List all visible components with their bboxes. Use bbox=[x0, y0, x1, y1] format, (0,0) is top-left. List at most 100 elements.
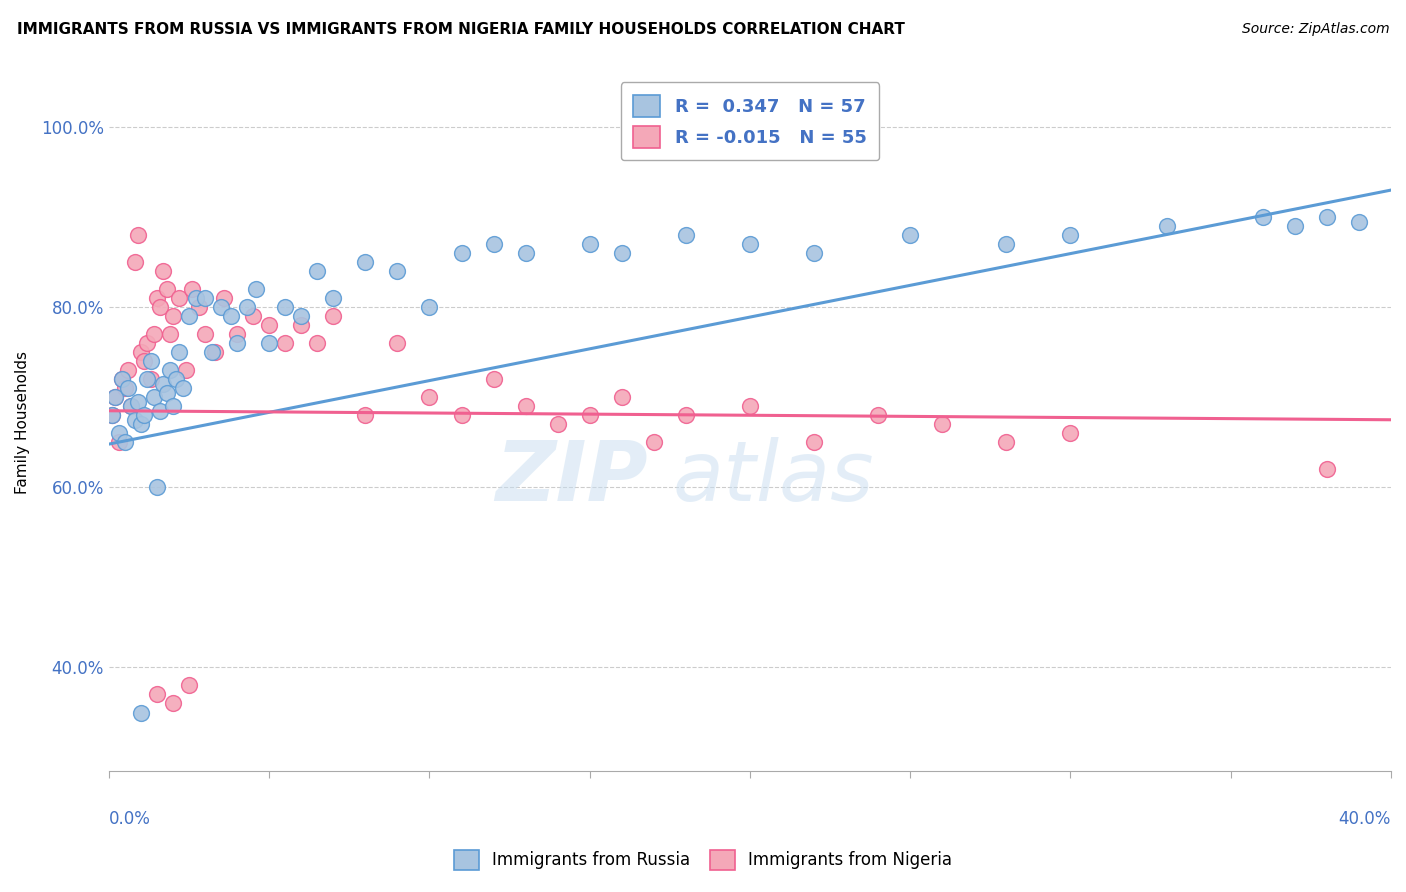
Point bbox=[257, 318, 280, 333]
Point bbox=[245, 282, 267, 296]
Text: IMMIGRANTS FROM RUSSIA VS IMMIGRANTS FROM NIGERIA FAMILY HOUSEHOLDS CORRELATION : IMMIGRANTS FROM RUSSIA VS IMMIGRANTS FRO… bbox=[17, 22, 904, 37]
Point bbox=[209, 300, 232, 314]
Point bbox=[257, 336, 280, 351]
Point bbox=[204, 345, 226, 359]
Point bbox=[482, 237, 505, 252]
Point bbox=[134, 409, 156, 423]
Point bbox=[482, 372, 505, 386]
Point bbox=[610, 246, 633, 260]
Point bbox=[165, 372, 187, 386]
Legend: R =  0.347   N = 57, R = -0.015   N = 55: R = 0.347 N = 57, R = -0.015 N = 55 bbox=[620, 82, 879, 161]
Point bbox=[194, 291, 217, 305]
Point bbox=[111, 372, 134, 386]
Point bbox=[181, 282, 204, 296]
Point bbox=[104, 390, 127, 404]
Text: atlas: atlas bbox=[673, 437, 875, 518]
Point bbox=[226, 336, 249, 351]
Point bbox=[136, 336, 159, 351]
Point bbox=[120, 399, 142, 413]
Point bbox=[387, 264, 409, 278]
Point bbox=[101, 409, 124, 423]
Point bbox=[1251, 210, 1274, 224]
Point bbox=[214, 291, 236, 305]
Point bbox=[307, 336, 329, 351]
Point bbox=[177, 678, 200, 692]
Point bbox=[803, 246, 825, 260]
Point bbox=[1156, 219, 1178, 233]
Point bbox=[387, 336, 409, 351]
Point bbox=[169, 291, 191, 305]
Text: Source: ZipAtlas.com: Source: ZipAtlas.com bbox=[1241, 22, 1389, 37]
Point bbox=[149, 300, 172, 314]
Point bbox=[159, 363, 181, 377]
Legend: Immigrants from Russia, Immigrants from Nigeria: Immigrants from Russia, Immigrants from … bbox=[447, 843, 959, 877]
Point bbox=[174, 363, 197, 377]
Point bbox=[450, 409, 472, 423]
Point bbox=[156, 282, 179, 296]
Point bbox=[738, 399, 761, 413]
Point bbox=[200, 345, 222, 359]
Point bbox=[162, 697, 184, 711]
Text: 0.0%: 0.0% bbox=[110, 810, 150, 828]
Point bbox=[354, 409, 377, 423]
Point bbox=[675, 228, 697, 243]
Point bbox=[152, 264, 174, 278]
Point bbox=[124, 255, 146, 269]
Point bbox=[515, 399, 537, 413]
Point bbox=[226, 327, 249, 342]
Point bbox=[1059, 228, 1081, 243]
Point bbox=[995, 435, 1018, 450]
Point bbox=[107, 426, 129, 441]
Point bbox=[156, 385, 179, 400]
Point bbox=[515, 246, 537, 260]
Point bbox=[129, 706, 152, 720]
Point bbox=[675, 409, 697, 423]
Point bbox=[162, 399, 184, 413]
Point bbox=[219, 309, 242, 323]
Point bbox=[322, 291, 344, 305]
Point bbox=[184, 291, 207, 305]
Text: ZIP: ZIP bbox=[495, 437, 647, 518]
Point bbox=[124, 413, 146, 427]
Point bbox=[418, 390, 440, 404]
Point bbox=[242, 309, 264, 323]
Point bbox=[578, 409, 600, 423]
Point bbox=[450, 246, 472, 260]
Point bbox=[127, 394, 149, 409]
Point bbox=[136, 372, 159, 386]
Point bbox=[146, 291, 169, 305]
Point bbox=[898, 228, 921, 243]
Point bbox=[868, 409, 890, 423]
Point bbox=[120, 399, 142, 413]
Point bbox=[172, 381, 194, 395]
Point bbox=[146, 480, 169, 494]
Point bbox=[1284, 219, 1306, 233]
Point bbox=[139, 372, 162, 386]
Point bbox=[187, 300, 209, 314]
Point bbox=[418, 300, 440, 314]
Point bbox=[162, 309, 184, 323]
Point bbox=[129, 417, 152, 432]
Point bbox=[117, 363, 139, 377]
Point bbox=[169, 345, 191, 359]
Point bbox=[995, 237, 1018, 252]
Point bbox=[159, 327, 181, 342]
Point bbox=[290, 318, 312, 333]
Point bbox=[177, 309, 200, 323]
Text: 40.0%: 40.0% bbox=[1339, 810, 1391, 828]
Point bbox=[931, 417, 953, 432]
Point bbox=[142, 390, 165, 404]
Point bbox=[114, 381, 136, 395]
Point bbox=[149, 403, 172, 417]
Point bbox=[194, 327, 217, 342]
Point bbox=[274, 300, 297, 314]
Point bbox=[134, 354, 156, 368]
Point bbox=[610, 390, 633, 404]
Point bbox=[236, 300, 259, 314]
Y-axis label: Family Households: Family Households bbox=[15, 351, 30, 493]
Point bbox=[322, 309, 344, 323]
Point bbox=[1316, 210, 1339, 224]
Point bbox=[139, 354, 162, 368]
Point bbox=[107, 435, 129, 450]
Point bbox=[127, 228, 149, 243]
